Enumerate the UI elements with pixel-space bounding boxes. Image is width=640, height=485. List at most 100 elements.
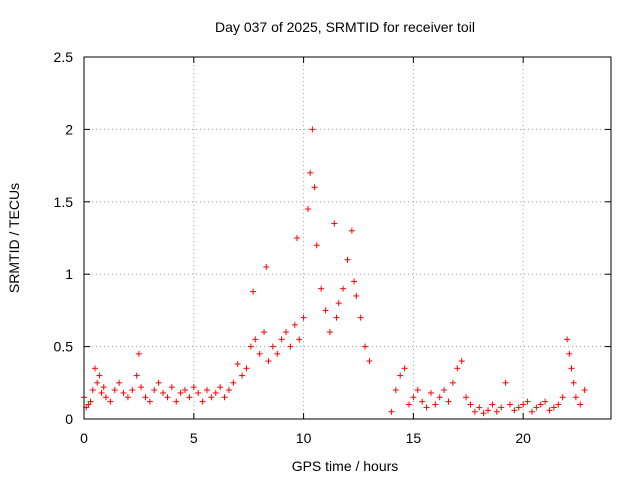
data-point bbox=[454, 365, 461, 372]
data-point bbox=[87, 398, 94, 405]
data-point bbox=[476, 404, 483, 411]
data-point bbox=[423, 404, 430, 411]
data-point bbox=[261, 329, 268, 336]
data-point bbox=[182, 387, 189, 394]
x-tick-label: 10 bbox=[296, 430, 312, 446]
data-point bbox=[410, 394, 417, 401]
data-point bbox=[340, 285, 347, 292]
points-layer bbox=[81, 126, 588, 417]
data-point bbox=[506, 401, 513, 408]
data-point bbox=[546, 407, 553, 414]
data-point bbox=[405, 401, 412, 408]
data-point bbox=[397, 372, 404, 379]
data-point bbox=[177, 389, 184, 396]
data-point bbox=[467, 401, 474, 408]
data-point bbox=[489, 401, 496, 408]
data-point bbox=[247, 343, 254, 350]
data-point bbox=[217, 384, 224, 391]
data-point bbox=[564, 336, 571, 343]
data-point bbox=[155, 379, 162, 386]
data-point bbox=[366, 358, 373, 365]
y-tick-label: 1 bbox=[65, 266, 73, 282]
x-tick-label: 5 bbox=[190, 430, 198, 446]
data-point bbox=[419, 398, 426, 405]
data-point bbox=[293, 235, 300, 241]
data-point bbox=[291, 321, 298, 328]
data-point bbox=[243, 365, 250, 372]
data-point bbox=[441, 387, 448, 394]
data-point bbox=[357, 314, 364, 321]
data-point bbox=[480, 410, 487, 417]
data-point bbox=[559, 394, 566, 401]
data-point bbox=[102, 394, 109, 401]
data-point bbox=[528, 408, 535, 415]
data-point bbox=[278, 336, 285, 343]
x-axis-label: GPS time / hours bbox=[292, 458, 399, 474]
data-point bbox=[129, 387, 136, 394]
data-point bbox=[135, 350, 142, 357]
data-point bbox=[212, 389, 219, 396]
data-point bbox=[107, 398, 114, 405]
data-point bbox=[91, 365, 98, 372]
data-point bbox=[146, 398, 153, 405]
data-point bbox=[555, 401, 562, 408]
data-point bbox=[568, 365, 575, 372]
data-point bbox=[234, 360, 241, 367]
y-tick-label: 0 bbox=[65, 411, 73, 427]
data-point bbox=[524, 398, 531, 405]
data-point bbox=[208, 394, 215, 401]
data-point bbox=[296, 336, 303, 343]
data-point bbox=[304, 206, 311, 213]
data-point bbox=[550, 404, 557, 411]
data-point bbox=[344, 256, 351, 263]
data-point bbox=[287, 343, 294, 350]
y-tick-label: 0.5 bbox=[54, 339, 74, 355]
data-point bbox=[309, 126, 316, 133]
data-point bbox=[414, 387, 421, 394]
data-point bbox=[493, 408, 500, 415]
data-point bbox=[318, 285, 325, 292]
data-point bbox=[100, 384, 107, 391]
data-point bbox=[164, 394, 171, 401]
data-point bbox=[133, 372, 140, 379]
data-point bbox=[239, 372, 246, 379]
data-point bbox=[570, 379, 577, 386]
data-point bbox=[160, 389, 167, 396]
data-point bbox=[283, 329, 290, 336]
data-point bbox=[313, 242, 320, 249]
data-point bbox=[186, 394, 193, 401]
data-point bbox=[96, 372, 103, 379]
data-point bbox=[252, 336, 259, 343]
data-point bbox=[427, 389, 434, 396]
data-point bbox=[326, 329, 333, 336]
data-point bbox=[331, 220, 338, 227]
data-point bbox=[190, 384, 197, 391]
data-point bbox=[263, 263, 270, 270]
ticks-layer: 0 5 10 15 20 0 0.5 1 1.5 2 2.5 bbox=[54, 49, 611, 446]
data-point bbox=[458, 358, 465, 365]
data-point bbox=[566, 350, 573, 357]
data-point bbox=[537, 401, 544, 408]
data-point bbox=[322, 307, 329, 314]
grid-layer bbox=[84, 57, 611, 419]
data-point bbox=[392, 387, 399, 394]
data-point bbox=[111, 387, 118, 394]
data-point bbox=[199, 398, 206, 405]
data-point bbox=[449, 379, 456, 386]
data-point bbox=[265, 358, 272, 365]
data-point bbox=[348, 227, 355, 234]
data-point bbox=[274, 350, 281, 357]
data-point bbox=[94, 379, 101, 386]
data-point bbox=[471, 408, 478, 415]
data-point bbox=[269, 343, 276, 350]
data-point bbox=[307, 169, 314, 176]
x-tick-label: 20 bbox=[515, 430, 531, 446]
y-tick-label: 2 bbox=[65, 121, 73, 137]
data-point bbox=[362, 343, 369, 350]
data-point bbox=[230, 379, 237, 386]
y-axis-label: SRMTID / TECUs bbox=[6, 183, 22, 293]
data-point bbox=[300, 314, 307, 321]
data-point bbox=[116, 379, 123, 386]
data-point bbox=[168, 384, 175, 391]
